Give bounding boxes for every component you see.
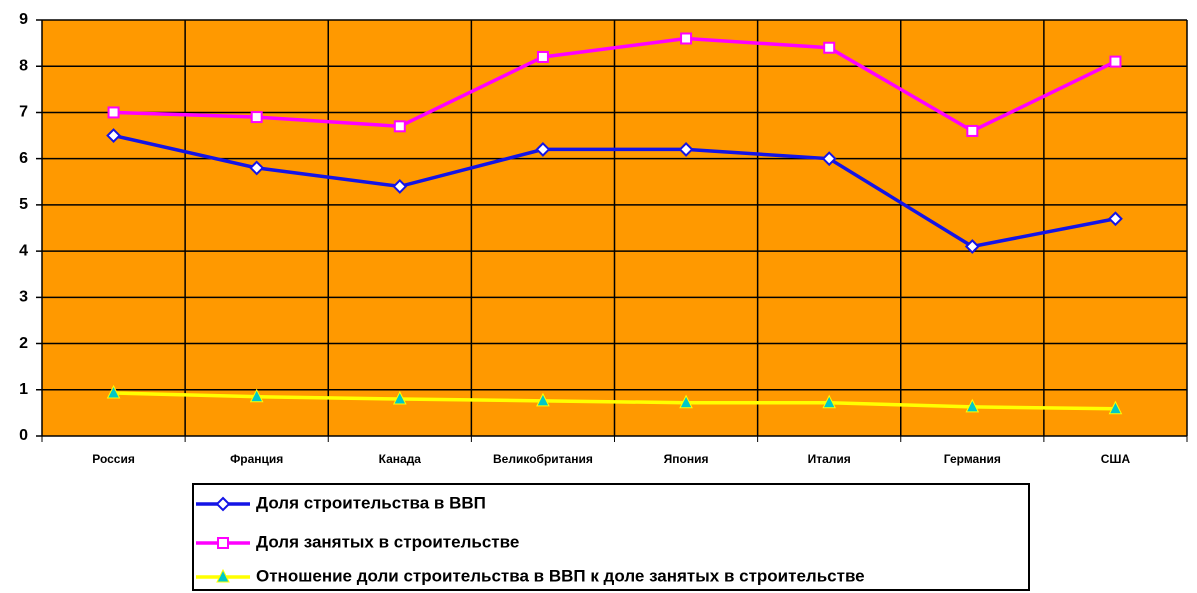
point (392, 178, 408, 194)
series-line (113, 36, 1117, 133)
point (679, 394, 693, 409)
series-line (113, 133, 1116, 249)
point (822, 394, 836, 409)
x-tick-label: США (1101, 452, 1131, 466)
legend-label: Доля занятых в строительстве (256, 532, 519, 551)
point (217, 537, 229, 549)
point (678, 142, 694, 157)
point (536, 392, 550, 407)
y-tick-label: 1 (19, 381, 28, 398)
y-tick-label: 2 (19, 335, 28, 352)
point (107, 106, 120, 119)
point (215, 496, 231, 512)
x-tick-label: Канада (379, 452, 422, 466)
x-tick-label: Великобритания (493, 452, 593, 466)
legend-box (192, 483, 1030, 591)
legend-label: Отношение доли строительства в ВВП к дол… (256, 566, 865, 585)
y-tick-label: 3 (19, 289, 28, 306)
point (393, 120, 406, 133)
point (106, 384, 121, 399)
y-tick-label: 4 (19, 242, 28, 259)
point (216, 568, 230, 583)
point (964, 239, 980, 254)
x-tick-label: Россия (92, 452, 135, 466)
point (249, 388, 264, 403)
y-tick-label: 0 (19, 427, 28, 444)
point (1108, 211, 1123, 227)
x-tick-label: Франция (230, 452, 283, 466)
x-tick-label: Германия (944, 452, 1001, 466)
point (823, 41, 836, 54)
point (535, 142, 551, 157)
point (250, 111, 263, 124)
legend-label: Доля строительства в ВВП (256, 493, 486, 512)
series-line (113, 391, 1116, 411)
point (965, 398, 980, 413)
point (1108, 400, 1123, 415)
y-tick-label: 6 (19, 150, 28, 167)
point (536, 50, 549, 63)
point (106, 128, 121, 143)
x-tick-label: Япония (664, 452, 709, 466)
y-tick-label: 7 (19, 104, 28, 121)
y-tick-label: 8 (19, 57, 28, 74)
y-tick-label: 5 (19, 196, 28, 213)
point (680, 32, 693, 45)
point (966, 124, 979, 137)
x-tick-label: Италия (808, 452, 851, 466)
y-tick-label: 9 (19, 11, 28, 28)
point (1109, 55, 1122, 68)
point (393, 390, 407, 405)
point (821, 151, 837, 167)
point (249, 160, 265, 176)
